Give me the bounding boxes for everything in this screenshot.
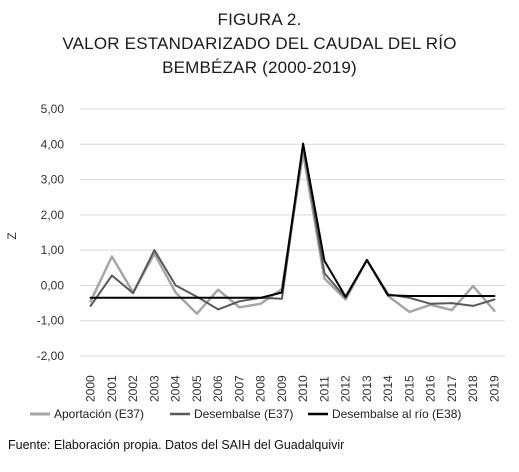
x-tick-label: 2005 (190, 375, 204, 402)
data-point (153, 296, 156, 299)
data-point (323, 277, 326, 280)
series-line-2 (89, 145, 496, 311)
chart-title: FIGURA 2. VALOR ESTANDARIZADO DEL CAUDAL… (0, 8, 519, 80)
legend-label: Aportación (E37) (54, 407, 144, 421)
data-point (153, 252, 156, 255)
data-point (174, 284, 177, 287)
source-note: Fuente: Elaboración propia. Datos del SA… (8, 438, 345, 452)
data-point (111, 296, 113, 299)
data-point (472, 285, 474, 287)
x-tick-label: 2004 (169, 375, 183, 402)
data-point (89, 305, 92, 307)
data-point (451, 295, 453, 297)
x-tick-label: 2019 (487, 375, 501, 402)
x-tick-label: 2018 (466, 375, 480, 402)
y-tick-label: -2,00 (37, 349, 65, 363)
data-point (217, 308, 219, 311)
y-tick-label: -1,00 (37, 314, 65, 328)
data-point (451, 302, 453, 304)
x-tick-label: 2003 (147, 375, 161, 402)
data-point (323, 259, 326, 262)
data-point (387, 294, 389, 297)
title-line-1: FIGURA 2. (217, 10, 302, 29)
x-tick-label: 2000 (84, 375, 98, 402)
data-point (259, 296, 262, 299)
y-tick-label: 1,00 (41, 243, 65, 257)
data-point (111, 274, 113, 277)
x-tick-label: 2001 (105, 375, 119, 402)
data-point (344, 298, 347, 301)
data-point (472, 295, 474, 297)
y-axis-label: Z (5, 232, 19, 239)
y-tick-label: 3,00 (41, 173, 65, 187)
data-point (196, 296, 198, 299)
x-tick-label: 2002 (126, 375, 140, 402)
data-point (493, 310, 496, 312)
data-point (217, 288, 219, 291)
data-point (89, 300, 92, 303)
data-point (429, 295, 432, 297)
series-line-1 (89, 151, 496, 315)
data-point (472, 305, 474, 307)
title-line-3: BEMBÉZAR (2000-2019) (162, 58, 357, 77)
data-point (174, 291, 177, 294)
data-point (429, 302, 432, 305)
data-point (323, 272, 326, 274)
legend-label: Desembalse (E37) (194, 407, 293, 421)
y-tick-label: 0,00 (41, 278, 65, 292)
data-point (493, 298, 496, 301)
data-point (408, 295, 411, 297)
series-line-3 (89, 142, 496, 299)
x-tick-label: 2016 (424, 375, 438, 402)
data-point (196, 312, 198, 315)
y-tick-label: 4,00 (41, 137, 65, 151)
data-point (238, 300, 241, 303)
data-point (238, 296, 241, 299)
title-line-2: VALOR ESTANDARIZADO DEL CAUDAL DEL RÍO (62, 34, 457, 53)
x-tick-label: 2017 (445, 375, 459, 402)
data-point (153, 249, 156, 251)
x-tick-label: 2009 (275, 375, 289, 402)
data-point (132, 292, 134, 294)
data-point (259, 302, 262, 305)
legend-label: Desembalse al río (E38) (332, 407, 461, 421)
data-point (493, 295, 496, 297)
data-point (174, 296, 177, 299)
data-point (366, 259, 368, 261)
x-tick-label: 2012 (339, 375, 353, 402)
x-tick-label: 2015 (402, 375, 416, 402)
data-point (132, 296, 134, 299)
data-point (217, 296, 219, 299)
data-point (281, 298, 283, 300)
y-tick-label: 2,00 (41, 208, 65, 222)
data-point (344, 295, 347, 298)
x-tick-label: 2008 (254, 375, 268, 402)
data-point (451, 309, 453, 311)
data-point (238, 306, 241, 309)
data-point (408, 296, 411, 299)
data-point (89, 296, 92, 299)
data-point (281, 291, 283, 294)
y-tick-label: 5,00 (41, 102, 65, 116)
data-point (111, 255, 113, 258)
x-tick-label: 2010 (296, 375, 310, 402)
x-tick-label: 2007 (232, 375, 246, 402)
data-point (408, 311, 411, 313)
x-tick-label: 2006 (211, 375, 225, 402)
x-tick-label: 2014 (381, 375, 395, 402)
x-tick-label: 2013 (360, 375, 374, 402)
data-point (302, 142, 304, 145)
x-tick-label: 2011 (317, 376, 331, 402)
